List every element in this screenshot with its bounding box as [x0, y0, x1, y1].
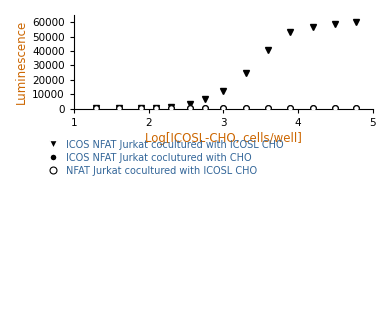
- Legend: ICOS NFAT Jurkat cocultured with ICOSL CHO, ICOS NFAT Jurkat coclutured with CHO: ICOS NFAT Jurkat cocultured with ICOSL C…: [43, 140, 284, 176]
- Y-axis label: Luminescence: Luminescence: [15, 20, 28, 104]
- X-axis label: Log[ICOSL-CHO, cells/well]: Log[ICOSL-CHO, cells/well]: [145, 132, 302, 145]
